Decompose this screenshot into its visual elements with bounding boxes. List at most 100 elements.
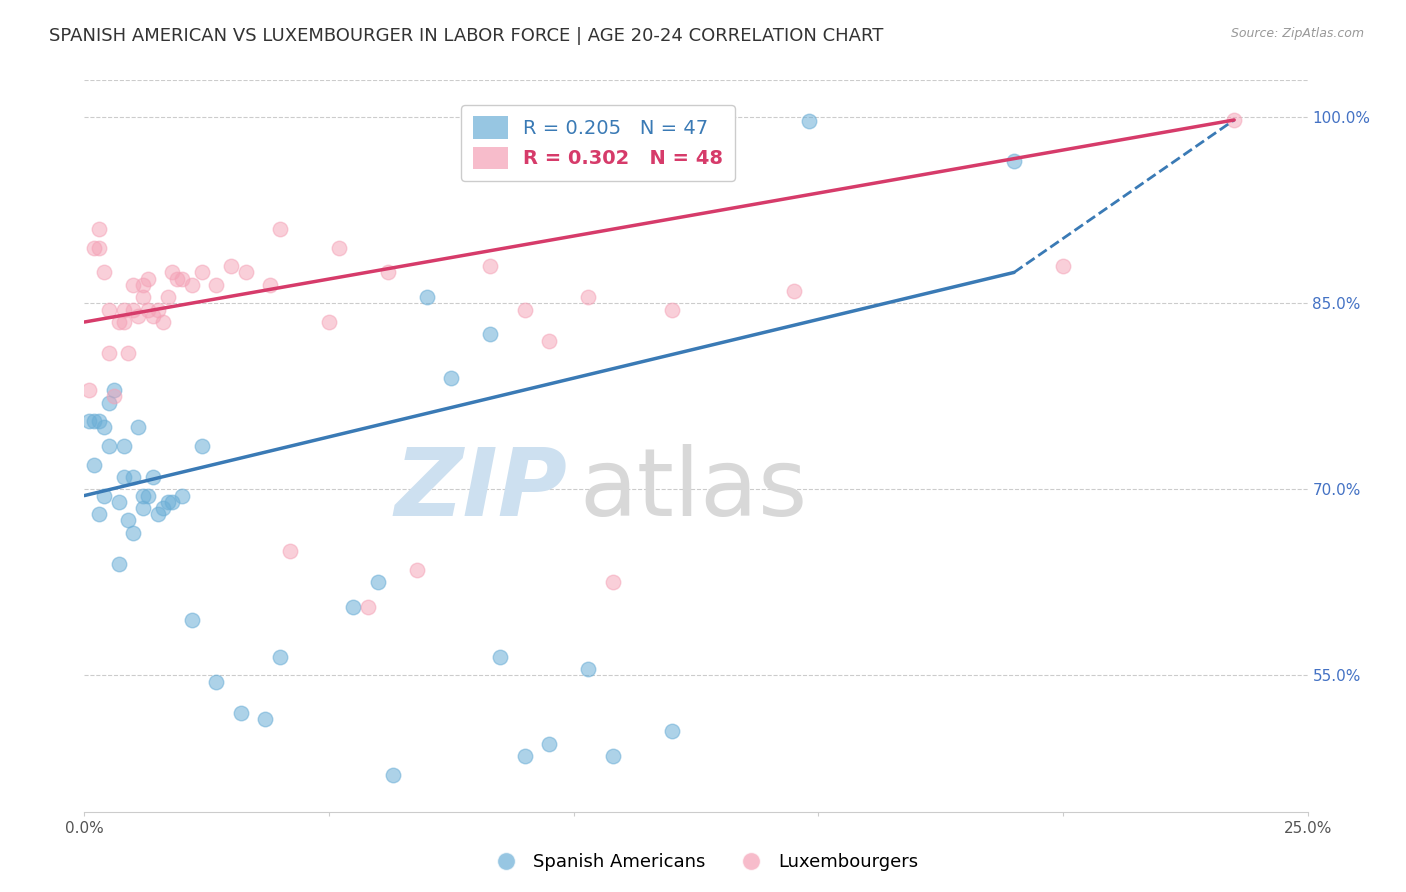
Point <box>269 649 291 664</box>
Point <box>576 290 599 304</box>
Point <box>146 302 169 317</box>
Point <box>93 265 115 279</box>
Point <box>132 277 155 292</box>
Point <box>132 489 155 503</box>
Point <box>602 575 624 590</box>
Point <box>278 544 301 558</box>
Point <box>103 389 125 403</box>
Point <box>93 420 115 434</box>
Text: atlas: atlas <box>579 444 808 536</box>
Point <box>172 489 194 503</box>
Point <box>83 458 105 472</box>
Point <box>229 706 252 720</box>
Point <box>112 315 135 329</box>
Point <box>162 495 184 509</box>
Point <box>479 327 502 342</box>
Point <box>97 346 120 360</box>
Point <box>783 284 806 298</box>
Point <box>127 420 149 434</box>
Point <box>166 271 188 285</box>
Point <box>97 302 120 317</box>
Point <box>191 439 214 453</box>
Point <box>538 737 561 751</box>
Point <box>122 277 145 292</box>
Point <box>156 290 179 304</box>
Point <box>235 265 257 279</box>
Text: SPANISH AMERICAN VS LUXEMBOURGER IN LABOR FORCE | AGE 20-24 CORRELATION CHART: SPANISH AMERICAN VS LUXEMBOURGER IN LABO… <box>49 27 883 45</box>
Point <box>661 302 683 317</box>
Point <box>513 302 536 317</box>
Point <box>156 495 179 509</box>
Point <box>1052 259 1074 273</box>
Point <box>191 265 214 279</box>
Point <box>132 500 155 515</box>
Point <box>318 315 340 329</box>
Point <box>112 470 135 484</box>
Point <box>1002 153 1025 168</box>
Point <box>132 290 155 304</box>
Point <box>254 712 277 726</box>
Point <box>172 271 194 285</box>
Point <box>122 470 145 484</box>
Point <box>440 371 463 385</box>
Point <box>87 241 110 255</box>
Point <box>77 414 100 428</box>
Point <box>259 277 281 292</box>
Point <box>406 563 429 577</box>
Point <box>661 724 683 739</box>
Point <box>219 259 242 273</box>
Point <box>489 649 512 664</box>
Point <box>181 613 204 627</box>
Point <box>142 470 165 484</box>
Point <box>416 290 439 304</box>
Point <box>103 383 125 397</box>
Point <box>87 507 110 521</box>
Point <box>576 662 599 676</box>
Point <box>205 674 228 689</box>
Point <box>87 414 110 428</box>
Point <box>152 315 174 329</box>
Legend: R = 0.205   N = 47, R = 0.302   N = 48: R = 0.205 N = 47, R = 0.302 N = 48 <box>461 104 735 181</box>
Point <box>136 302 159 317</box>
Point <box>83 414 105 428</box>
Point <box>602 748 624 763</box>
Point <box>127 309 149 323</box>
Point <box>112 302 135 317</box>
Point <box>77 383 100 397</box>
Point <box>117 513 139 527</box>
Point <box>93 489 115 503</box>
Legend: Spanish Americans, Luxembourgers: Spanish Americans, Luxembourgers <box>481 847 925 879</box>
Point <box>269 222 291 236</box>
Point <box>367 575 389 590</box>
Point <box>117 346 139 360</box>
Point <box>107 315 129 329</box>
Point <box>97 395 120 409</box>
Point <box>136 489 159 503</box>
Text: ZIP: ZIP <box>395 444 568 536</box>
Point <box>797 114 820 128</box>
Point <box>122 302 145 317</box>
Point <box>538 334 561 348</box>
Point <box>205 277 228 292</box>
Point <box>381 767 404 781</box>
Point <box>87 222 110 236</box>
Point <box>479 259 502 273</box>
Point <box>328 241 350 255</box>
Point <box>357 600 380 615</box>
Point <box>1223 112 1246 127</box>
Point <box>377 265 399 279</box>
Point <box>152 500 174 515</box>
Point <box>513 748 536 763</box>
Point <box>107 557 129 571</box>
Point <box>107 495 129 509</box>
Point <box>122 525 145 540</box>
Point <box>97 439 120 453</box>
Point <box>181 277 204 292</box>
Point <box>146 507 169 521</box>
Point <box>112 439 135 453</box>
Text: Source: ZipAtlas.com: Source: ZipAtlas.com <box>1230 27 1364 40</box>
Point <box>83 241 105 255</box>
Point <box>136 271 159 285</box>
Point <box>142 309 165 323</box>
Point <box>342 600 364 615</box>
